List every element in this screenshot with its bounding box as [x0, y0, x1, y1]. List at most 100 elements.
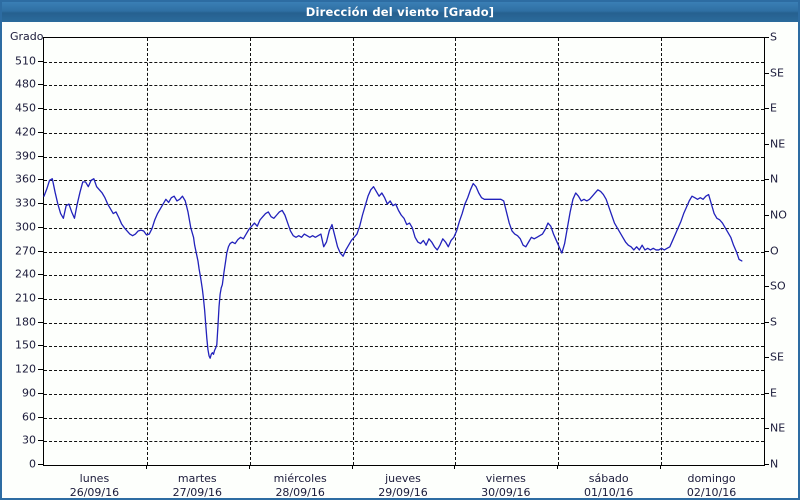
y-axis-right-tick [764, 214, 769, 216]
chart-area: Grado 0 30 60 90 120 150 180 210 240 270 300 330 360… [2, 22, 798, 498]
x-axis-day-label: jueves 29/09/16 [378, 472, 427, 498]
y-axis-left-tick [38, 369, 43, 371]
x-axis-day-date: 27/09/16 [172, 486, 222, 499]
x-axis-day-name: miércoles [273, 472, 327, 485]
y-axis-left-tick [38, 131, 43, 133]
horizontal-gridline [44, 275, 764, 277]
x-axis-tick [660, 464, 662, 469]
y-axis-left-label: 360 [15, 172, 36, 186]
horizontal-gridline [44, 346, 764, 348]
y-axis-right-tick [764, 464, 769, 465]
y-axis-right-label: SO [770, 279, 786, 293]
horizontal-gridline [44, 61, 764, 63]
y-axis-left-label: 270 [15, 244, 36, 257]
y-axis-left-tick [38, 108, 43, 110]
y-axis-right-tick [764, 179, 769, 181]
y-axis-left-tick [38, 464, 43, 465]
x-axis-day-name: domingo [687, 472, 736, 485]
y-axis-right-label: E [770, 101, 777, 115]
y-axis-left-tick [38, 274, 43, 276]
y-axis-left-tick [38, 60, 43, 62]
y-axis-right-tick [764, 321, 769, 323]
y-axis-left-label: 510 [15, 54, 36, 68]
y-axis-right-label: O [770, 244, 779, 257]
y-axis-right-label: S [770, 30, 777, 44]
x-axis-day-name: sábado [588, 472, 629, 485]
x-axis-day-label: martes 27/09/16 [172, 472, 222, 499]
y-axis-right-tick [764, 357, 769, 359]
y-axis-right-tick [764, 286, 769, 288]
horizontal-gridline [44, 393, 764, 395]
day-divider-gridline [249, 38, 251, 465]
horizontal-gridline [44, 298, 764, 300]
horizontal-gridline [44, 85, 764, 87]
x-axis-tick [557, 464, 559, 469]
horizontal-gridline [44, 227, 764, 229]
x-axis-day-label: sábado 01/10/16 [584, 472, 634, 499]
y-axis-right-label: NO [770, 208, 787, 222]
horizontal-gridline [44, 132, 764, 134]
horizontal-gridline [44, 441, 764, 443]
day-divider-gridline [455, 38, 457, 465]
y-axis-right-label: E [770, 386, 777, 400]
y-axis-left-label: 180 [15, 315, 36, 329]
page-title: Dirección del viento [Grado] [305, 5, 495, 19]
y-axis-right-tick [764, 428, 769, 430]
horizontal-gridline [44, 156, 764, 158]
y-axis-right-label: NE [770, 137, 786, 151]
y-axis-left-tick [38, 345, 43, 347]
y-axis-unit-label: Grado [10, 30, 44, 43]
horizontal-gridline [44, 417, 764, 419]
y-axis-left-label: 120 [15, 362, 36, 376]
series-line-wind-direction [43, 178, 743, 359]
horizontal-gridline [44, 370, 764, 372]
y-axis-left-tick [38, 392, 43, 394]
day-divider-gridline [558, 38, 560, 465]
y-axis-left-tick [38, 203, 43, 205]
y-axis-left-tick [38, 416, 43, 418]
y-axis-right-label: SE [770, 66, 784, 80]
y-axis-right-tick [764, 37, 769, 38]
horizontal-gridline [44, 251, 764, 253]
x-axis-day-date: 01/10/16 [584, 486, 634, 499]
day-divider-gridline [352, 38, 354, 465]
window-titlebar: Dirección del viento [Grado] [2, 2, 798, 22]
y-axis-left-label: 300 [15, 220, 36, 234]
y-axis-right-label: SE [770, 350, 784, 364]
x-axis-day-date: 30/09/16 [481, 486, 531, 499]
y-axis-right-tick [764, 143, 769, 145]
y-axis-left-label: 240 [15, 267, 36, 281]
x-axis-day-label: domingo 02/10/16 [686, 472, 737, 499]
y-axis-left-label: 150 [15, 338, 36, 352]
x-axis-day-name: lunes [79, 472, 110, 485]
y-axis-left-tick [38, 297, 43, 299]
y-axis-left-label: 210 [15, 291, 36, 305]
y-axis-right-tick [764, 72, 769, 74]
y-axis-left-tick [38, 226, 43, 228]
y-axis-left-label: 390 [15, 149, 36, 163]
y-axis-left-label: 450 [15, 101, 36, 115]
x-axis-tick [454, 464, 456, 469]
x-axis-day-date: 28/09/16 [275, 486, 325, 499]
y-axis-right-label: N [770, 457, 779, 471]
plot-area [43, 37, 765, 466]
y-axis-left-tick [38, 155, 43, 157]
y-axis-right-label: S [770, 315, 777, 329]
x-axis-tick [145, 464, 147, 469]
y-axis-right-tick [764, 250, 769, 252]
horizontal-gridline [44, 322, 764, 324]
y-axis-left-label: 480 [15, 77, 36, 91]
y-axis-right-label: NE [770, 421, 786, 435]
x-axis-day-name: jueves [385, 472, 421, 485]
x-axis-day-name: viernes [485, 472, 526, 485]
horizontal-gridline [44, 204, 764, 206]
x-axis-day-date: 02/10/16 [686, 486, 737, 499]
x-axis-tick [351, 464, 353, 469]
day-divider-gridline [146, 38, 148, 465]
y-axis-left-tick [38, 84, 43, 86]
y-axis-right-label: N [770, 172, 779, 186]
y-axis-left-label: 420 [15, 125, 36, 139]
x-axis-day-date: 26/09/16 [69, 486, 120, 499]
y-axis-left-label: 30 [22, 433, 36, 447]
